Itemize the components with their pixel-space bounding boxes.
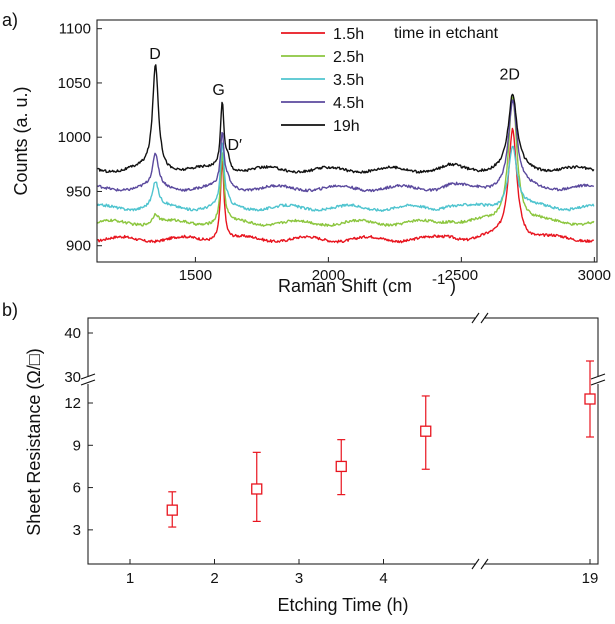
x-tick-label-b: 1 xyxy=(126,570,134,587)
y-tick-label-a: 1000 xyxy=(58,129,91,146)
axis-break-mark xyxy=(590,379,606,386)
data-points xyxy=(166,360,596,528)
data-point xyxy=(584,393,596,405)
plot-a-axes: 1500 2000 2500 3000 900 950 1000 1050 1100 xyxy=(58,21,611,284)
series-line-19h xyxy=(97,64,595,174)
panel-a: a) 1500 2000 2500 3000 900 950 1000 1050 1100 D G… xyxy=(2,10,611,296)
x-axis-label-b: Etching Time (h) xyxy=(277,595,408,615)
x-tick-label-a: 2500 xyxy=(445,267,478,284)
y-tick-label-b: 6 xyxy=(73,480,81,497)
panel-b-label: b) xyxy=(2,300,18,320)
x-tick-label-b: 4 xyxy=(379,570,387,587)
peak-label: G xyxy=(212,82,224,99)
y-tick-label-a: 950 xyxy=(66,183,91,200)
spectra-group xyxy=(96,64,595,244)
legend-label-2.5h: 2.5h xyxy=(333,49,364,66)
y-axis-label-b: Sheet Resistance (Ω/□) xyxy=(24,348,44,535)
y-tick-label-b: 30 xyxy=(64,369,81,386)
legend-label-4.5h: 4.5h xyxy=(333,95,364,112)
series-line-3.5h xyxy=(96,142,595,212)
y-tick-label-a: 1050 xyxy=(58,75,91,92)
series-line-4.5h xyxy=(97,99,595,193)
x-axis-label-a-superscript: -1 xyxy=(432,271,445,288)
y-tick-label-b: 3 xyxy=(73,522,81,539)
axis-break-mark xyxy=(80,379,96,386)
peak-label: D′ xyxy=(227,137,242,154)
data-point xyxy=(251,483,263,495)
panel-a-label: a) xyxy=(2,10,18,30)
x-tick-label-b: 19 xyxy=(582,570,599,587)
x-axis-label-a-close: ) xyxy=(450,276,456,296)
data-point xyxy=(166,504,178,516)
axis-break-mark xyxy=(590,373,606,380)
y-axis-label-a: Counts (a. u.) xyxy=(11,86,31,195)
legend-label-19h: 19h xyxy=(333,118,360,135)
axis-break-mark xyxy=(471,558,480,570)
axis-break-mark xyxy=(80,373,96,380)
x-tick-label-a: 2000 xyxy=(312,267,345,284)
y-tick-label-b: 12 xyxy=(64,395,81,412)
data-point xyxy=(335,460,347,473)
series-line-2.5h xyxy=(96,95,595,227)
axis-break-mark xyxy=(480,312,489,324)
y-tick-label-a: 900 xyxy=(66,238,91,255)
series-line-1.5h xyxy=(97,127,595,244)
legend-label-3.5h: 3.5h xyxy=(333,72,364,89)
axis-break-mark xyxy=(471,312,480,324)
legend-title: time in etchant xyxy=(394,25,499,42)
peak-label: D xyxy=(149,46,161,63)
x-tick-label-a: 1500 xyxy=(179,267,212,284)
y-tick-label-a: 1100 xyxy=(59,21,91,38)
peak-label: 2D xyxy=(500,67,520,84)
x-axis-label-a: Raman Shift (cm xyxy=(278,276,412,296)
x-tick-label-a: 3000 xyxy=(578,267,611,284)
legend: time in etchant 1.5h 2.5h 3.5h 4.5h 19h xyxy=(281,25,499,135)
legend-label-1.5h: 1.5h xyxy=(333,26,364,43)
x-tick-label-b: 3 xyxy=(295,570,303,587)
x-tick-label-b: 2 xyxy=(210,570,218,587)
y-tick-label-b: 9 xyxy=(73,437,81,454)
plot-b-frame xyxy=(87,317,599,565)
y-tick-label-b: 40 xyxy=(64,325,81,342)
data-point xyxy=(420,425,432,437)
axis-breaks xyxy=(80,312,606,570)
plot-a-frame xyxy=(96,19,598,263)
axis-break-mark xyxy=(480,558,489,570)
peak-labels: D G D′ 2D xyxy=(149,46,520,154)
